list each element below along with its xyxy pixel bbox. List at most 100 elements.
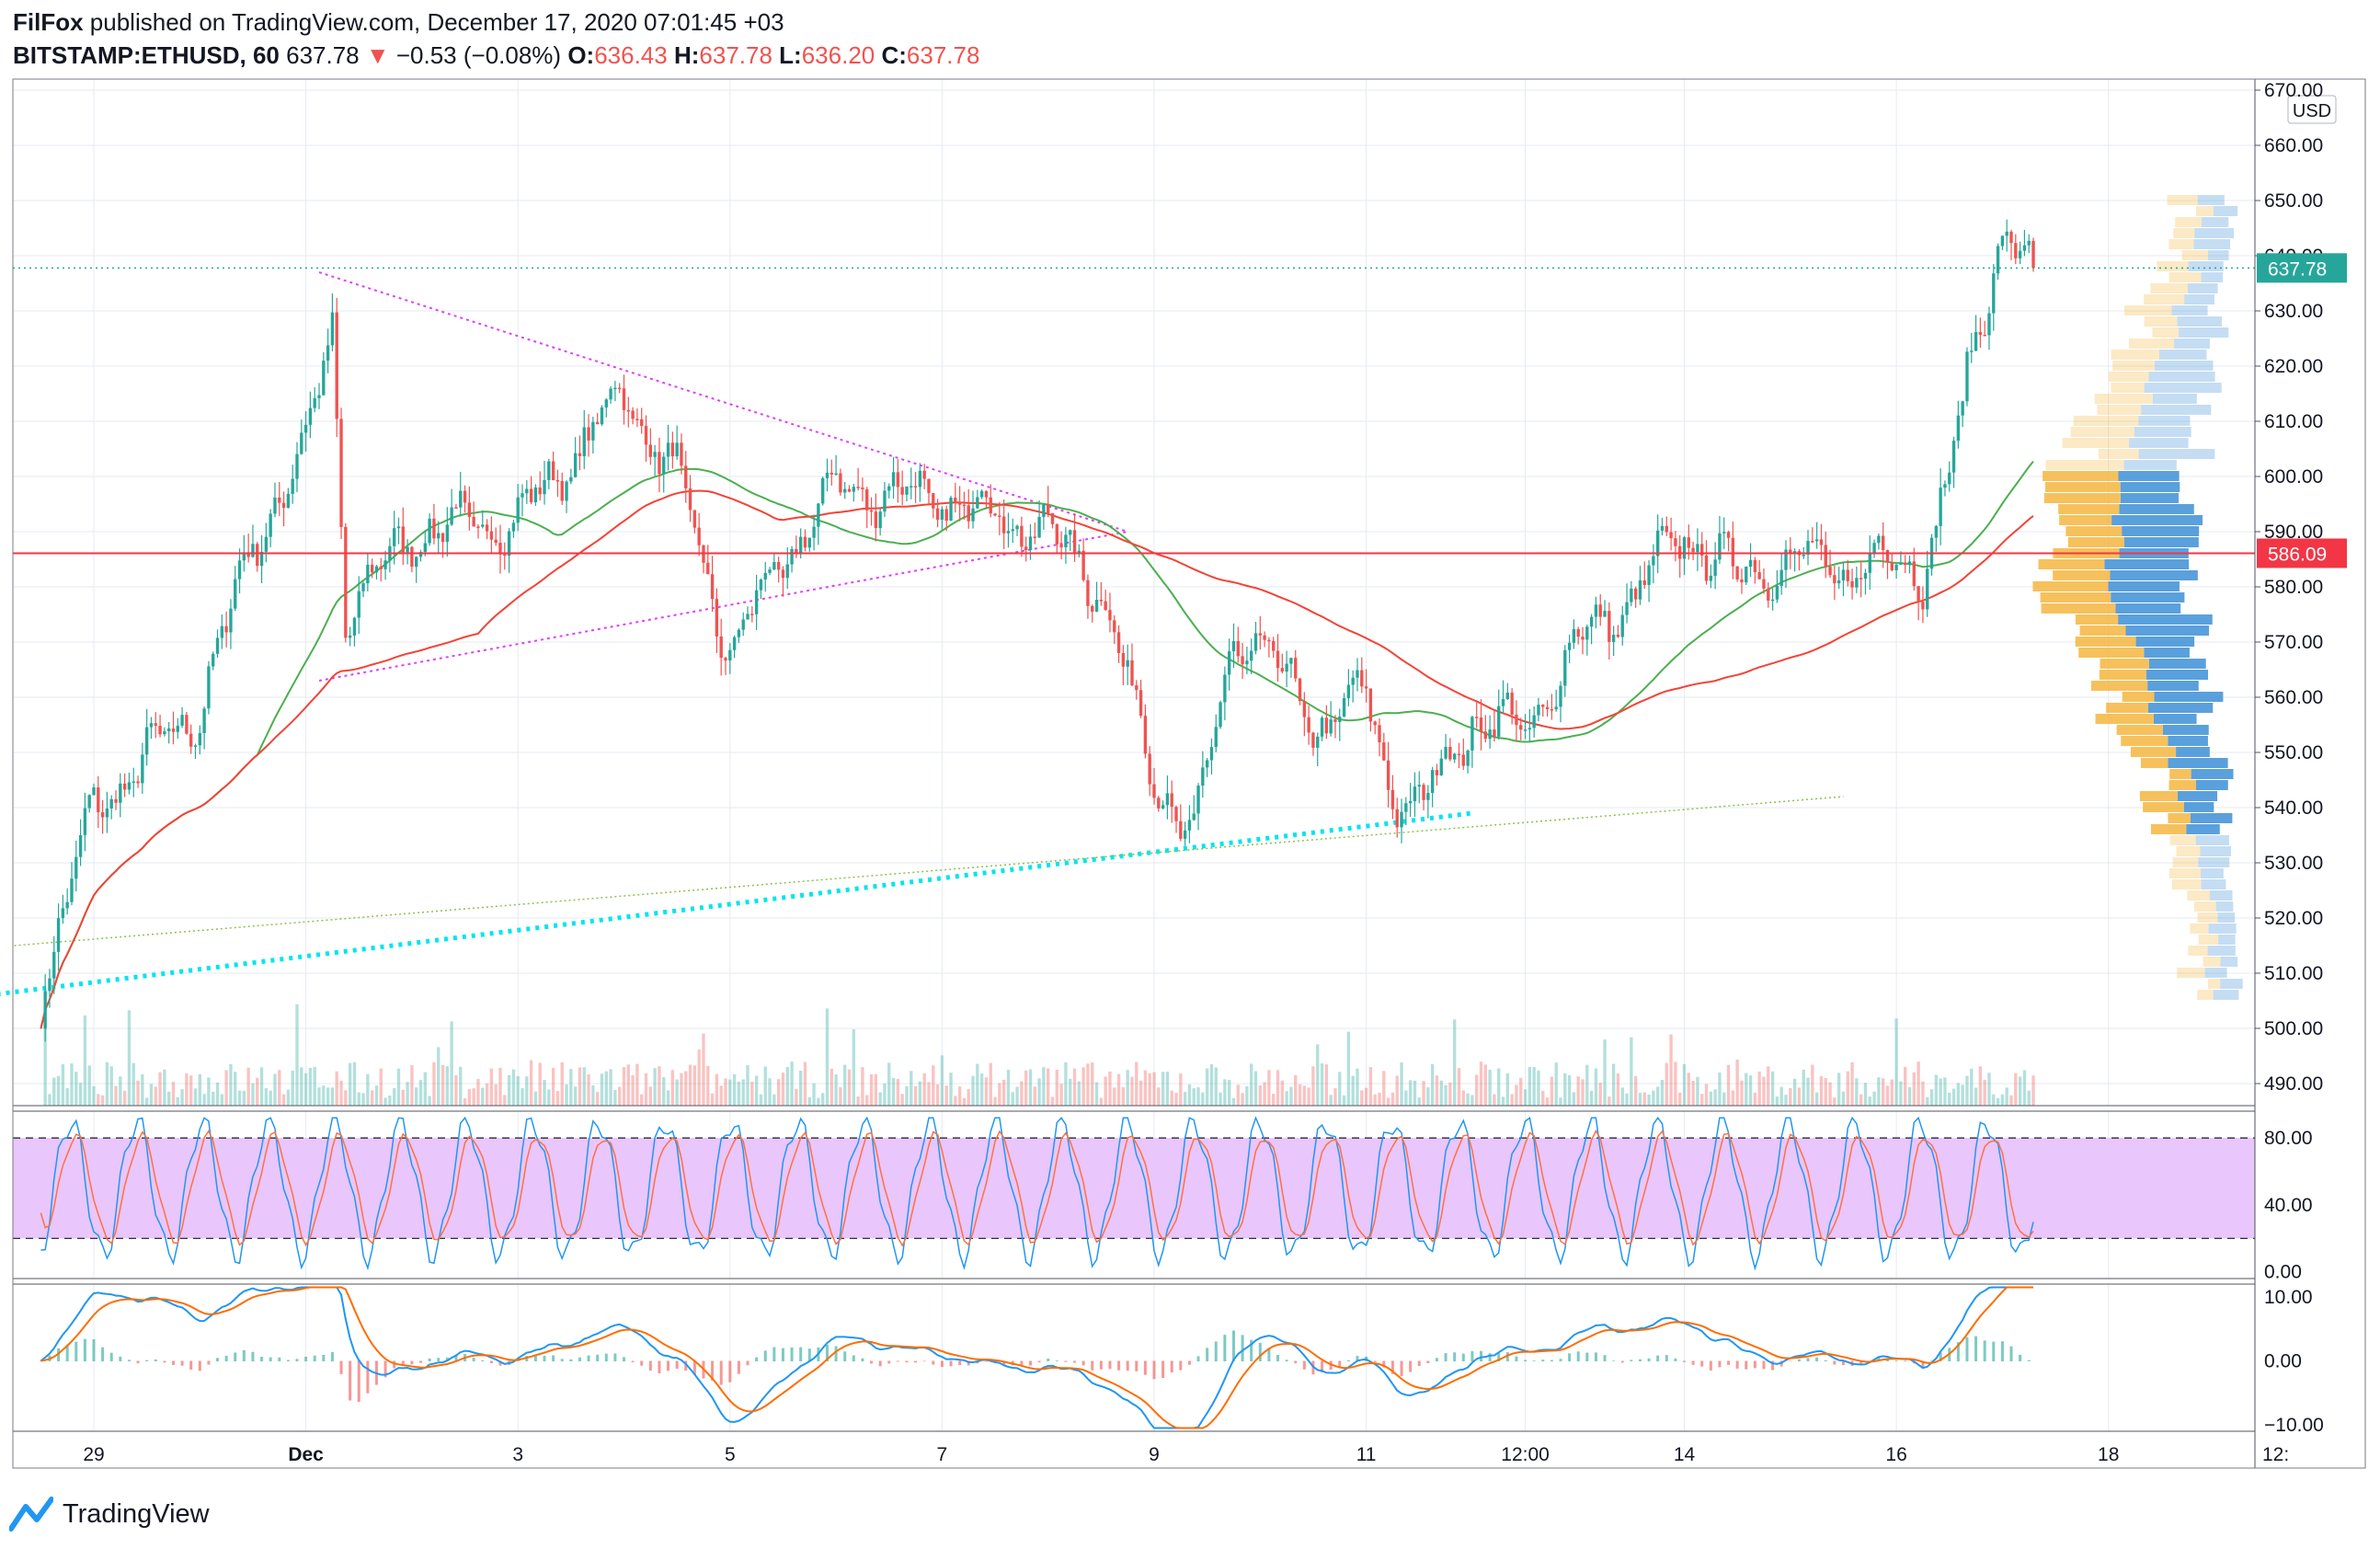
candle-body bbox=[122, 783, 127, 790]
macd-histogram-bar bbox=[543, 1355, 546, 1361]
candle-body bbox=[83, 808, 87, 835]
volume-bar bbox=[1687, 1073, 1690, 1106]
volume-bar bbox=[644, 1073, 648, 1106]
macd-histogram-bar bbox=[428, 1358, 431, 1361]
candle-body bbox=[724, 658, 727, 661]
candle-body bbox=[100, 811, 105, 818]
macd-histogram-bar bbox=[596, 1354, 600, 1361]
macd-histogram-bar bbox=[1091, 1360, 1094, 1371]
macd-histogram-bar bbox=[1824, 1360, 1827, 1361]
symbol-name[interactable]: BITSTAMP:ETHUSD, 60 bbox=[13, 41, 280, 69]
candle-body bbox=[1386, 760, 1390, 790]
volume-bar bbox=[256, 1077, 259, 1106]
candle-body bbox=[215, 637, 220, 654]
candle-body bbox=[949, 498, 953, 522]
last-price-badge[interactable]: 637.78 bbox=[2257, 253, 2347, 283]
macd-histogram-bar bbox=[1904, 1360, 1907, 1362]
low-label: L: bbox=[779, 41, 802, 69]
usd-currency-label[interactable]: USD bbox=[2287, 95, 2337, 124]
volume-bar bbox=[441, 1064, 445, 1106]
candlesticks[interactable] bbox=[43, 219, 2035, 1042]
volume-bar bbox=[551, 1067, 555, 1106]
price-tick-label: 630.00 bbox=[2264, 301, 2323, 322]
price-tick-label: 580.00 bbox=[2264, 577, 2323, 598]
volume-bar bbox=[1139, 1080, 1143, 1106]
candle-body bbox=[516, 497, 520, 523]
candle-body bbox=[379, 566, 383, 569]
candle-body bbox=[600, 407, 604, 425]
candle-body bbox=[1426, 793, 1430, 800]
volume-bar bbox=[670, 1070, 675, 1106]
candle-body bbox=[1696, 544, 1699, 553]
candle-body bbox=[1470, 717, 1474, 751]
vp-down-bar bbox=[2209, 890, 2233, 901]
volume-bar bbox=[485, 1083, 489, 1106]
candle-body bbox=[432, 518, 436, 539]
candle-body bbox=[1152, 784, 1156, 798]
volume-bar bbox=[976, 1063, 979, 1106]
candle-body bbox=[485, 524, 489, 532]
volume-bar bbox=[383, 1097, 387, 1106]
volume-bar bbox=[357, 1092, 360, 1106]
tradingview-branding[interactable]: TradingView bbox=[9, 1490, 210, 1538]
macd-pane[interactable] bbox=[39, 1286, 2033, 1429]
candle-body bbox=[1907, 561, 1912, 566]
candle-body bbox=[1872, 543, 1876, 555]
macd-histogram-bar bbox=[1028, 1360, 1032, 1366]
candle-body bbox=[158, 725, 162, 735]
volume-bar bbox=[1267, 1070, 1271, 1106]
price-levels[interactable] bbox=[13, 267, 2255, 555]
volume-bar bbox=[1775, 1096, 1779, 1106]
candle-body bbox=[1855, 578, 1859, 588]
candle-body bbox=[957, 501, 962, 505]
ma-long-line bbox=[40, 460, 2034, 1029]
candle-body bbox=[560, 480, 564, 501]
candle-body bbox=[1196, 786, 1200, 814]
candle-body bbox=[176, 725, 179, 732]
volume-bar bbox=[932, 1065, 935, 1106]
macd-histogram-bar bbox=[843, 1351, 847, 1361]
candle-body bbox=[1448, 746, 1452, 760]
candle-body bbox=[1515, 714, 1518, 726]
volume-bar bbox=[1329, 1095, 1333, 1106]
candle-body bbox=[374, 566, 379, 573]
macd-histogram-bar bbox=[692, 1360, 696, 1375]
candle-body bbox=[1223, 674, 1227, 703]
candle-body bbox=[1475, 717, 1479, 718]
volume-bar bbox=[352, 1061, 357, 1106]
high-value: 637.78 bbox=[699, 41, 772, 69]
candle-body bbox=[1523, 729, 1528, 731]
volume-bar bbox=[874, 1073, 878, 1106]
candle-body bbox=[1868, 554, 1871, 573]
candle-body bbox=[688, 488, 692, 511]
candle-body bbox=[1072, 530, 1077, 554]
volume-bar bbox=[1091, 1062, 1094, 1106]
volume-bar bbox=[144, 1097, 149, 1106]
volume-bar bbox=[1669, 1034, 1673, 1106]
volume-bar bbox=[1767, 1066, 1770, 1106]
level-price-badge[interactable]: 586.09 bbox=[2257, 538, 2347, 568]
candle-body bbox=[472, 516, 475, 527]
volume-bar bbox=[234, 1072, 237, 1106]
vp-down-bar bbox=[2123, 537, 2199, 547]
candle-body bbox=[1647, 565, 1651, 585]
volume-bar bbox=[2022, 1070, 2027, 1106]
macd-line bbox=[40, 1286, 2033, 1429]
candle-body bbox=[224, 625, 228, 633]
volume-bar bbox=[507, 1074, 511, 1106]
volume-bar bbox=[1814, 1092, 1819, 1106]
macd-histogram-bar bbox=[1505, 1351, 1509, 1361]
volume-bar bbox=[339, 1080, 343, 1106]
volume-bar bbox=[618, 1086, 622, 1106]
author-name[interactable]: FilFox bbox=[13, 8, 84, 36]
stoch-rsi-pane[interactable] bbox=[13, 1116, 2255, 1271]
volume-bar bbox=[1770, 1071, 1775, 1106]
volume-bar bbox=[1789, 1087, 1792, 1106]
volume-bar bbox=[1576, 1076, 1580, 1106]
candle-body bbox=[989, 497, 992, 514]
trend-drawings[interactable] bbox=[0, 271, 1844, 996]
macd-histogram-bar bbox=[1356, 1356, 1359, 1361]
volume-bar bbox=[1638, 1093, 1642, 1106]
candle-body bbox=[1660, 525, 1665, 531]
